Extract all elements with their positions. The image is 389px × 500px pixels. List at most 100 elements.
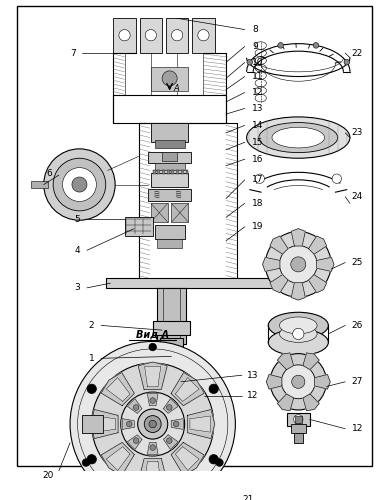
Bar [31, 181, 47, 188]
Ellipse shape [268, 329, 328, 355]
Circle shape [149, 420, 156, 428]
Bar [158, 239, 182, 248]
Polygon shape [147, 394, 158, 406]
Ellipse shape [247, 117, 350, 158]
Polygon shape [291, 228, 305, 246]
Bar [151, 67, 188, 90]
Polygon shape [270, 236, 288, 254]
Text: 14: 14 [252, 121, 264, 130]
Text: 2: 2 [89, 321, 95, 330]
Text: 12: 12 [252, 88, 264, 97]
Circle shape [291, 257, 306, 272]
Circle shape [255, 174, 265, 184]
Text: 13: 13 [247, 370, 258, 380]
Ellipse shape [272, 127, 324, 148]
Circle shape [150, 444, 156, 450]
Bar [154, 225, 185, 239]
Text: 4: 4 [75, 246, 81, 255]
Bar [287, 413, 310, 426]
Circle shape [265, 232, 331, 298]
Bar [172, 204, 188, 222]
Bar [106, 278, 275, 288]
Bar [160, 338, 183, 354]
Polygon shape [277, 394, 294, 410]
Circle shape [53, 158, 106, 211]
Bar [294, 434, 303, 443]
Circle shape [150, 398, 156, 404]
Bar [151, 174, 188, 188]
Circle shape [70, 342, 235, 500]
Circle shape [173, 421, 179, 427]
Circle shape [87, 384, 96, 394]
Polygon shape [263, 258, 280, 272]
Bar [186, 170, 188, 174]
Polygon shape [138, 458, 167, 486]
Polygon shape [95, 416, 116, 432]
Bar [167, 170, 170, 174]
Polygon shape [91, 410, 118, 438]
Text: 1: 1 [89, 354, 95, 363]
Text: 23: 23 [352, 128, 363, 138]
Polygon shape [101, 372, 134, 406]
Bar [154, 140, 185, 148]
Bar [162, 152, 177, 161]
Polygon shape [163, 435, 178, 450]
Polygon shape [175, 378, 199, 402]
Circle shape [87, 454, 96, 464]
Circle shape [126, 421, 132, 427]
Text: 24: 24 [352, 192, 363, 202]
Circle shape [280, 246, 317, 283]
Circle shape [209, 454, 218, 464]
Text: 25: 25 [352, 258, 363, 267]
Text: 26: 26 [352, 321, 363, 330]
Text: 8: 8 [252, 25, 258, 34]
Circle shape [166, 438, 172, 444]
Bar [166, 354, 177, 362]
Polygon shape [127, 398, 142, 413]
Circle shape [313, 42, 319, 48]
Circle shape [119, 30, 130, 41]
Text: 5: 5 [75, 215, 81, 224]
Text: 19: 19 [252, 222, 264, 232]
Polygon shape [145, 462, 161, 481]
Circle shape [82, 459, 90, 466]
Bar [153, 320, 190, 335]
Circle shape [247, 60, 252, 65]
Polygon shape [171, 418, 183, 430]
Circle shape [138, 409, 168, 439]
Bar [151, 124, 188, 142]
Polygon shape [291, 283, 305, 300]
Circle shape [216, 459, 223, 466]
Circle shape [278, 42, 284, 48]
Circle shape [294, 414, 303, 424]
Text: 9: 9 [252, 42, 258, 51]
Circle shape [292, 375, 305, 388]
Polygon shape [122, 418, 134, 430]
Polygon shape [187, 410, 215, 438]
Bar [153, 170, 156, 174]
Bar [166, 18, 188, 53]
Text: Вид А: Вид А [136, 330, 169, 340]
Bar [148, 189, 191, 200]
Text: 12: 12 [352, 424, 363, 433]
Ellipse shape [259, 122, 338, 152]
Polygon shape [277, 353, 294, 370]
Bar [181, 170, 184, 174]
Bar [151, 204, 168, 222]
Circle shape [133, 404, 139, 410]
Circle shape [145, 30, 156, 41]
Bar [294, 416, 302, 423]
Circle shape [172, 30, 183, 41]
Bar [158, 288, 186, 344]
Bar [140, 18, 162, 53]
Polygon shape [106, 446, 130, 470]
Circle shape [92, 363, 214, 485]
Polygon shape [138, 362, 167, 390]
Polygon shape [308, 274, 327, 292]
Bar [82, 414, 103, 434]
Polygon shape [303, 394, 319, 410]
Circle shape [344, 60, 350, 65]
Polygon shape [266, 374, 282, 389]
Bar [124, 218, 153, 236]
Circle shape [270, 354, 326, 410]
